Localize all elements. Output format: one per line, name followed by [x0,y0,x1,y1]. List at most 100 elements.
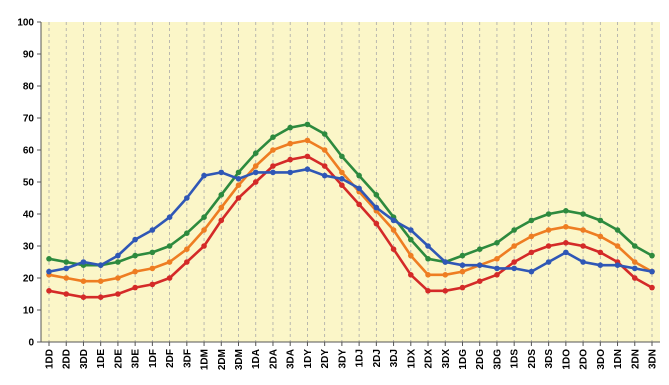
data-point [149,281,156,288]
data-point [63,275,70,281]
x-tick-label: 1DF [148,349,159,368]
data-point [235,195,242,201]
x-tick-label: 2DJ [372,349,383,367]
x-tick-label: 2DX [424,349,435,369]
data-point [476,246,483,252]
data-point [580,243,586,249]
data-point [476,262,483,269]
data-point [321,172,328,179]
x-tick-label: 1DO [561,349,572,370]
x-tick-label: 3DJ [389,349,400,367]
data-point [563,224,569,230]
x-tick-label: 2DM [217,349,228,370]
series-line [47,123,654,267]
data-point [528,268,535,275]
data-point [614,262,621,269]
data-point [597,233,604,240]
data-point [235,182,242,188]
y-tick-label: 100 [17,18,34,29]
data-point [597,249,604,256]
data-point [511,259,517,265]
data-point [545,259,552,265]
data-point [511,227,517,233]
data-point [442,259,449,265]
y-tick-label: 90 [23,50,35,61]
data-point [132,268,138,275]
data-point [270,147,276,153]
data-point [287,156,294,163]
data-point [63,291,70,297]
data-point [166,275,173,281]
data-point [166,214,173,220]
data-point [494,240,500,246]
data-point [580,227,586,233]
series-group [46,121,655,269]
x-tick-label: 2DA [268,349,279,369]
x-tick-label: 1DA [251,349,262,369]
x-tick-label: 2DG [475,349,486,370]
x-tick-label: 1DM [200,349,211,370]
data-point [649,268,655,275]
y-axis-ticks: 0 10 20 30 40 50 60 70 80 90 100 [17,18,41,349]
data-point [528,249,535,256]
data-point [201,227,207,233]
data-point [649,284,655,291]
x-tick-label: 1DE [96,349,107,369]
data-point [597,262,604,269]
data-point [408,236,414,243]
data-point [373,204,380,211]
data-point [80,259,87,265]
x-tick-label: 1DX [406,349,417,369]
data-point [132,252,138,259]
x-tick-label: 3DO [596,349,607,370]
data-point [132,236,138,243]
data-point [218,192,225,198]
x-tick-label: 3DD [79,349,90,369]
data-point [494,272,500,278]
data-point [184,259,190,265]
data-point [563,208,569,214]
data-point [287,169,294,176]
data-point [166,243,173,249]
data-point [390,246,397,252]
data-point [563,249,569,256]
data-point [270,134,276,140]
y-tick-label: 0 [28,338,34,349]
data-point [631,275,638,281]
x-tick-label: 3DX [441,349,452,369]
data-point [80,294,87,301]
data-point [218,217,225,224]
data-point [184,246,190,252]
data-point [511,243,517,249]
series-line [47,155,654,299]
data-point [442,272,449,278]
data-point [184,230,190,236]
data-point [115,275,121,281]
data-point [356,185,362,192]
series-line [47,139,654,283]
data-point [356,172,362,179]
x-tick-label: 1DS [510,349,521,369]
x-tick-label: 2DD [62,349,73,369]
x-tick-label: 3DF [182,349,193,368]
data-point [304,121,311,128]
y-tick-label: 50 [23,178,35,189]
x-tick-label: 2DE [113,349,124,369]
series-group [46,166,655,275]
data-point [339,176,345,182]
x-tick-label: 2DF [165,349,176,368]
data-point [252,163,259,169]
x-tick-label: 2DY [320,349,331,369]
data-point [631,259,638,265]
data-point [201,243,207,249]
data-point [356,201,362,208]
data-point [235,176,242,182]
x-tick-label: 3DS [544,349,555,369]
data-point [339,153,345,160]
data-point [201,172,207,179]
x-tick-label: 3DE [131,349,142,369]
data-point [408,272,414,278]
y-tick-label: 40 [23,210,35,221]
